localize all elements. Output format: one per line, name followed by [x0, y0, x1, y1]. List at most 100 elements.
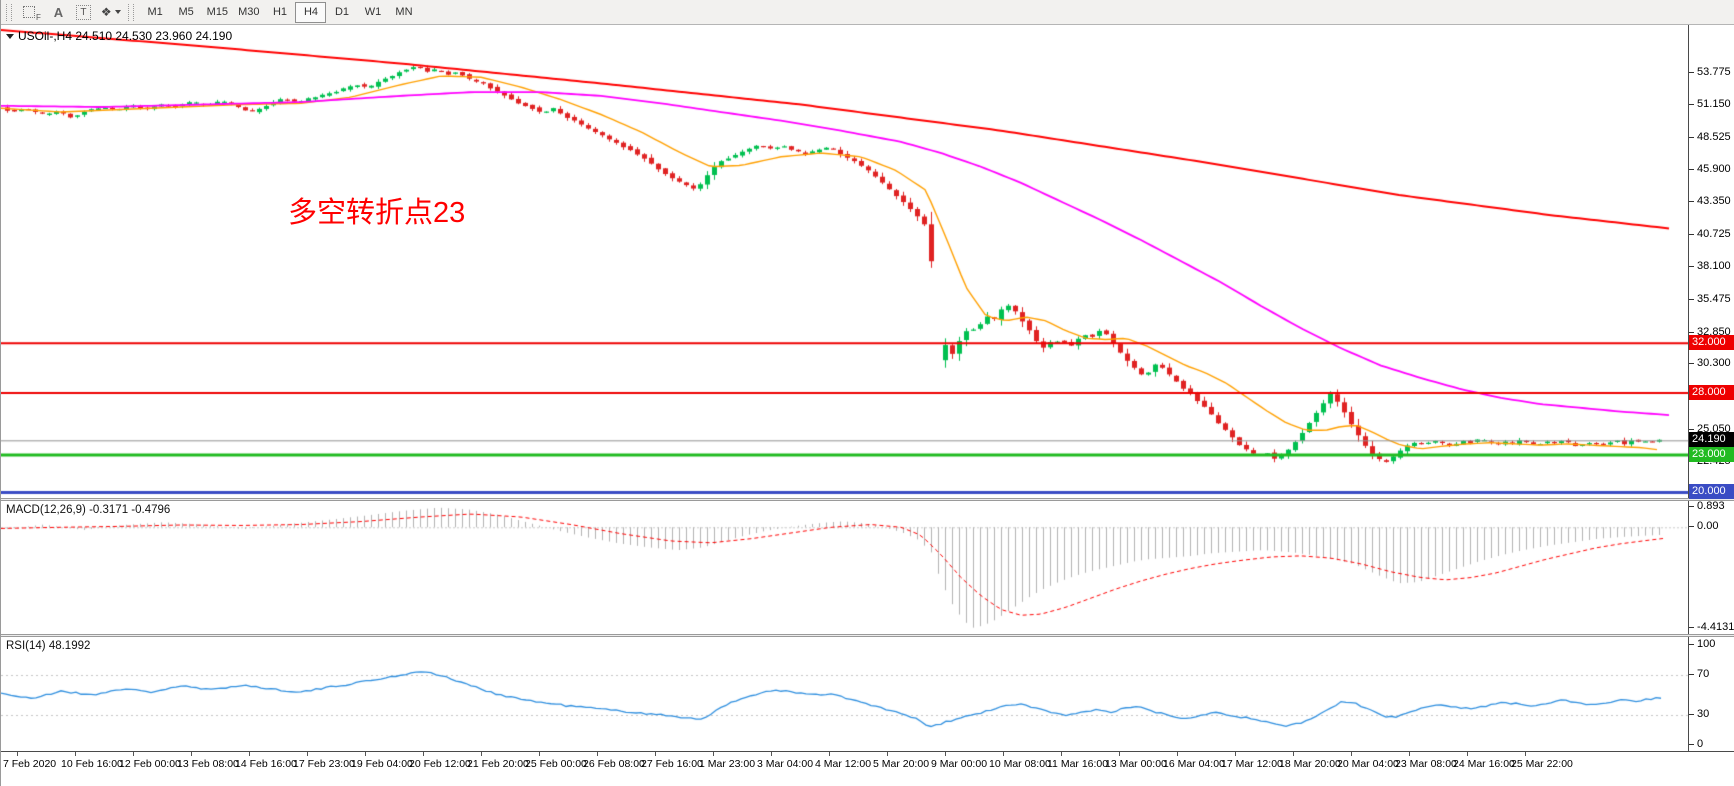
- timeframe-button-m1[interactable]: M1: [147, 6, 163, 18]
- timeframe-button-h4[interactable]: H4: [295, 1, 327, 23]
- shapes-tool-button[interactable]: ❖: [96, 2, 126, 23]
- time-label: 14 Feb 16:00: [235, 758, 297, 770]
- macd-axis: 0.893 0.00 -4.4131: [1688, 499, 1734, 634]
- macd-canvas[interactable]: [1, 501, 1689, 634]
- time-label: 27 Feb 16:00: [641, 758, 703, 770]
- time-label: 3 Mar 04:00: [757, 758, 814, 770]
- price-tick-30.300: 30.300: [1689, 357, 1731, 370]
- time-tick: [1409, 752, 1410, 756]
- time-tick: [1003, 752, 1004, 756]
- level-price-label-20.000: 20.000: [1689, 484, 1734, 500]
- time-tick: [1293, 752, 1294, 756]
- price-tick-38.100: 38.100: [1689, 260, 1731, 273]
- time-label: 20 Mar 04:00: [1337, 758, 1399, 770]
- price-tick-35.475: 35.475: [1689, 293, 1731, 306]
- timeframe-button-mn[interactable]: MN: [395, 6, 413, 18]
- time-label: 9 Mar 00:00: [931, 758, 988, 770]
- macd-plot[interactable]: MACD(12,26,9) -0.3171 -0.4796: [1, 501, 1690, 634]
- rsi-plot[interactable]: RSI(14) 48.1992: [1, 637, 1690, 751]
- time-label: 13 Feb 08:00: [177, 758, 239, 770]
- timeframe-group: M1 M5 M15 M30 H1 H4 D1 W1 MN: [140, 1, 420, 23]
- time-tick: [1235, 752, 1236, 756]
- time-label: 19 Feb 04:00: [351, 758, 413, 770]
- dotted-grid-icon: [23, 6, 35, 18]
- time-label: 4 Mar 12:00: [815, 758, 872, 770]
- timeframe-button-d1[interactable]: D1: [334, 6, 349, 18]
- time-label: 16 Mar 04:00: [1163, 758, 1225, 770]
- price-tick-45.900: 45.900: [1689, 163, 1731, 176]
- price-tick-53.775: 53.775: [1689, 65, 1731, 78]
- time-label: 24 Mar 16:00: [1453, 758, 1515, 770]
- time-label: 10 Feb 16:00: [61, 758, 123, 770]
- grid-tool-button[interactable]: F: [18, 2, 46, 23]
- time-label: 10 Mar 08:00: [989, 758, 1051, 770]
- time-tick: [713, 752, 714, 756]
- timeframe-button-m30[interactable]: M30: [238, 6, 260, 18]
- text-label-tool-button[interactable]: A: [46, 2, 71, 23]
- level-price-label-32.000: 32.000: [1689, 335, 1734, 351]
- price-tick-43.350: 43.350: [1689, 195, 1731, 208]
- time-label: 18 Mar 20:00: [1279, 758, 1341, 770]
- rsi-tick-70: 70: [1688, 668, 1710, 680]
- macd-header: MACD(12,26,9) -0.3171 -0.4796: [6, 504, 171, 516]
- rsi-tick-0: 0: [1688, 738, 1704, 750]
- time-tick: [655, 752, 656, 756]
- timeframe-button-h1[interactable]: H1: [272, 6, 287, 18]
- chart-title: USOil-,H4 24.510 24.530 23.960 24.190: [6, 29, 232, 43]
- time-tick: [191, 752, 192, 756]
- chart-title-text: USOil-,H4 24.510 24.530 23.960 24.190: [18, 29, 233, 43]
- price-axis: 53.775 51.150 48.525 45.900 43.350 40.725 38.1…: [1689, 25, 1734, 500]
- price-tick-51.150: 51.150: [1689, 98, 1731, 111]
- symbol-dropdown-icon[interactable]: [6, 33, 14, 39]
- time-label: 20 Feb 12:00: [409, 758, 471, 770]
- time-axis[interactable]: 7 Feb 2020 10 Feb 16:00 12 Feb 00:00 13 Feb…: [1, 751, 1734, 786]
- time-tick: [423, 752, 424, 756]
- time-tick: [133, 752, 134, 756]
- time-tick: [1351, 752, 1352, 756]
- time-tick: [887, 752, 888, 756]
- level-price-label-28.000: 28.000: [1689, 384, 1734, 400]
- macd-tick-0.893: 0.893: [1689, 499, 1725, 512]
- main-chart-panel: USOil-,H4 24.510 24.530 23.960 24.190 多空…: [1, 25, 1734, 500]
- price-tick-48.525: 48.525: [1689, 130, 1731, 143]
- letter-a-icon: A: [53, 4, 64, 20]
- macd-tick-0.00: 0.00: [1688, 520, 1719, 533]
- time-tick: [597, 752, 598, 756]
- rsi-tick-30: 30: [1688, 708, 1710, 720]
- time-label: 17 Feb 23:00: [293, 758, 355, 770]
- time-tick: [249, 752, 250, 756]
- time-tick: [539, 752, 540, 756]
- price-tick-25.050: 25.050: [1689, 422, 1731, 435]
- time-tick: [1061, 752, 1062, 756]
- time-label: 21 Feb 20:00: [467, 758, 529, 770]
- time-tick: [307, 752, 308, 756]
- time-tick: [1525, 752, 1526, 756]
- price-tick-40.725: 40.725: [1689, 227, 1731, 240]
- time-label: 5 Mar 20:00: [873, 758, 930, 770]
- time-label: 25 Mar 22:00: [1511, 758, 1573, 770]
- dropdown-caret-icon: [114, 10, 121, 14]
- panel-splitter[interactable]: [1, 498, 1734, 501]
- macd-panel: MACD(12,26,9) -0.3171 -0.4796 0.893 0.00 -…: [1, 499, 1734, 634]
- time-label: 7 Feb 2020: [3, 758, 57, 770]
- shapes-icon: ❖: [100, 5, 112, 19]
- timeframe-button-w1[interactable]: W1: [364, 6, 382, 18]
- timeframe-button-m15[interactable]: M15: [206, 6, 229, 18]
- text-box-tool-button[interactable]: T: [71, 2, 96, 23]
- time-label: 23 Mar 08:00: [1395, 758, 1457, 770]
- current-price-label: 24.190: [1689, 432, 1734, 448]
- toolbar: F A T ❖ M1 M5 M15 M30 H1 H4 D1 W1 MN: [1, 0, 1734, 25]
- price-chart-canvas[interactable]: [1, 25, 1689, 498]
- toolbar-grip[interactable]: [6, 3, 12, 21]
- panel-splitter-2[interactable]: [1, 634, 1734, 637]
- time-tick: [17, 752, 18, 756]
- rsi-tick-100: 100: [1688, 638, 1716, 650]
- rsi-panel: RSI(14) 48.1992 100 70 30 0: [1, 637, 1734, 751]
- annotation-text-object[interactable]: 多空转折点23: [288, 197, 466, 229]
- rsi-canvas[interactable]: [1, 637, 1689, 751]
- time-label: 26 Feb 08:00: [583, 758, 645, 770]
- timeframe-button-m5[interactable]: M5: [178, 6, 194, 18]
- toolbar-grip-2[interactable]: [127, 3, 134, 21]
- main-chart-plot[interactable]: USOil-,H4 24.510 24.530 23.960 24.190 多空…: [1, 25, 1690, 498]
